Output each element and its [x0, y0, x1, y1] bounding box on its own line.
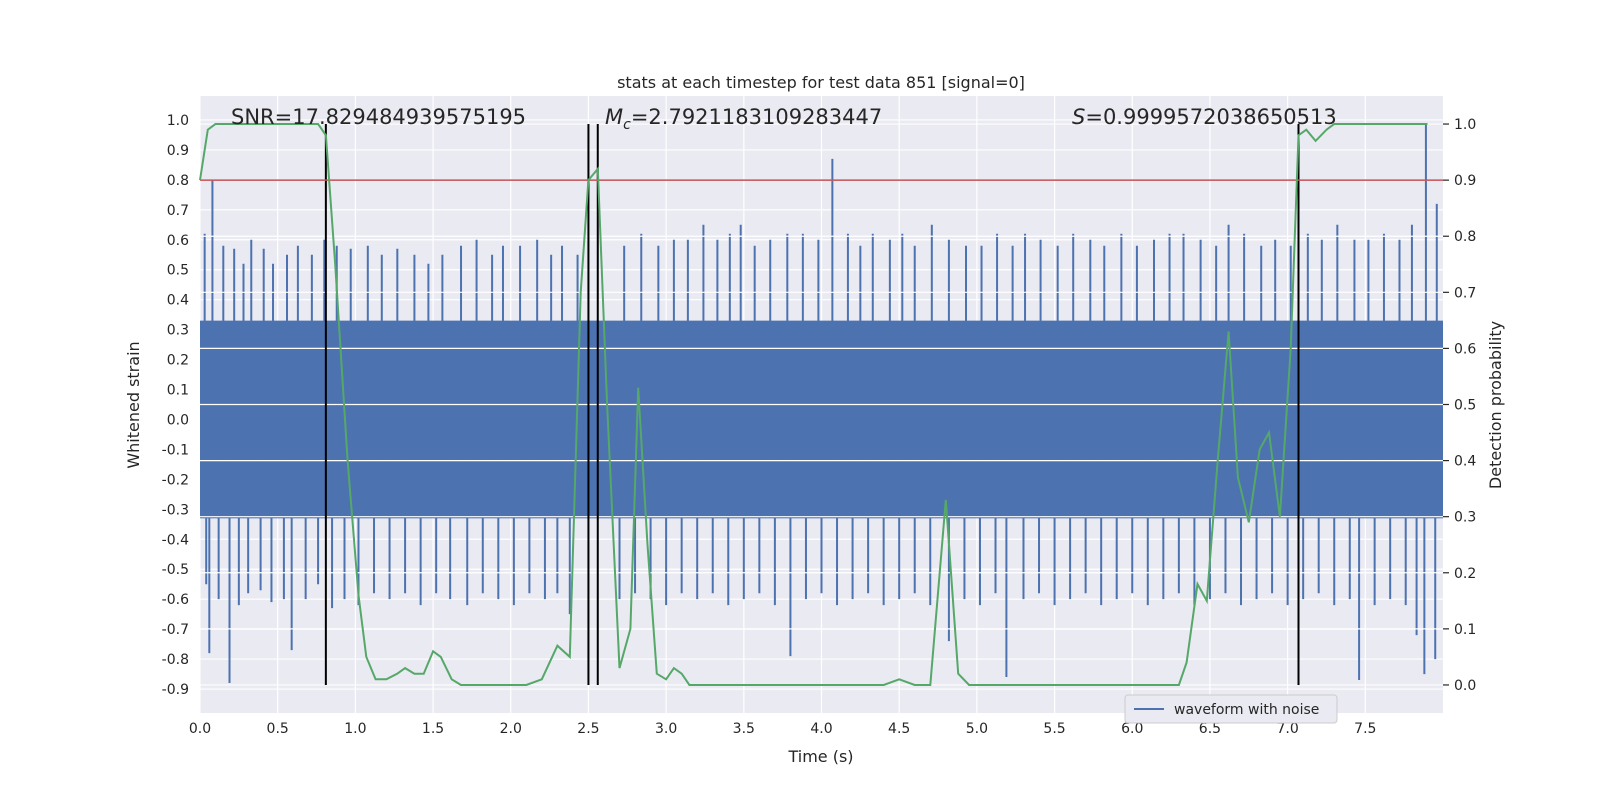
y-left-tick-label: 0.9: [167, 143, 189, 159]
y-right-tick-label: 0.3: [1454, 510, 1476, 526]
y-left-tick-label: 0.4: [167, 293, 189, 309]
legend-label: waveform with noise: [1174, 702, 1319, 718]
y-right-tick-label: 0.6: [1454, 341, 1476, 357]
x-tick-label: 2.5: [577, 721, 599, 737]
vertical-lines: [324, 124, 1300, 685]
y-left-tick-label: -0.6: [162, 592, 189, 608]
x-tick-label: 4.0: [810, 721, 832, 737]
y-left-tick-label: -0.4: [162, 532, 189, 548]
x-tick-label: 3.5: [733, 721, 755, 737]
x-tick-label: 1.0: [344, 721, 366, 737]
legend-box: [1124, 694, 1338, 724]
x-tick-label: 0.5: [267, 721, 289, 737]
y-left-tick-label: 0.6: [167, 233, 189, 249]
x-tick-label: 2.0: [500, 721, 522, 737]
y-right-axis-ticks: 1.0 0.9 0.8 0.7 0.6 0.5 0.4 0.3 0.2 0.1 0.0: [1443, 117, 1476, 694]
y-left-tick-label: 0.5: [167, 263, 189, 279]
y-right-tick-label: 0.2: [1454, 566, 1476, 582]
y-left-tick-label: -0.2: [162, 472, 189, 488]
y-right-tick-label: 0.1: [1454, 622, 1476, 638]
x-axis-label: Time (s): [787, 747, 853, 766]
y-left-tick-label: 0.2: [167, 353, 189, 369]
y-left-tick-label: -0.9: [162, 682, 189, 698]
x-tick-label: 5.0: [966, 721, 988, 737]
y-right-tick-label: 0.5: [1454, 398, 1476, 414]
chirp-mass-annotation: Mc=2.7921183109283447: [605, 105, 882, 133]
y-left-tick-label: -0.8: [162, 652, 189, 668]
x-tick-label: 4.5: [888, 721, 910, 737]
x-tick-label: 6.0: [1121, 721, 1143, 737]
detection-probability-line: [199, 123, 1428, 686]
score-value: =0.9999572038650513: [1085, 105, 1336, 129]
x-tick-label: 3.0: [655, 721, 677, 737]
y-right-tick-label: 0.0: [1454, 678, 1476, 694]
score-annotation: S=0.9999572038650513: [1072, 105, 1337, 129]
x-tick-label: 6.5: [1199, 721, 1221, 737]
y-right-tick-label: 0.8: [1454, 229, 1476, 245]
y-left-tick-label: -0.3: [162, 502, 189, 518]
y-right-tick-label: 0.4: [1454, 454, 1476, 470]
y-left-axis-ticks: 1.0 0.9 0.8 0.7 0.6 0.5 0.4 0.3 0.2 0.1 0.0 -0.1 -0.…: [162, 113, 189, 698]
y-left-tick-label: 0.3: [167, 323, 189, 339]
x-tick-label: 7.5: [1354, 721, 1376, 737]
x-tick-label: 5.5: [1043, 721, 1065, 737]
y-left-tick-label: 0.7: [167, 203, 189, 219]
legend: waveform with noise: [1124, 694, 1338, 724]
x-tick-label: 1.5: [422, 721, 444, 737]
score-symbol: S: [1072, 105, 1085, 129]
x-tick-label: 7.0: [1276, 721, 1298, 737]
y-left-axis-label: Whitened strain: [124, 341, 143, 468]
y-left-tick-label: 1.0: [167, 113, 189, 129]
y-right-tick-label: 0.9: [1454, 173, 1476, 189]
y-left-tick-label: 0.0: [167, 412, 189, 428]
chirp-mass-subscript: c: [623, 117, 631, 133]
x-tick-label: 0.0: [189, 721, 211, 737]
chart-title: stats at each timestep for test data 851…: [617, 73, 1025, 92]
chirp-mass-symbol: M: [605, 105, 623, 129]
y-right-tick-label: 0.7: [1454, 285, 1476, 301]
snr-annotation: SNR=17.829484939575195: [231, 105, 526, 129]
y-left-tick-label: 0.8: [167, 173, 189, 189]
y-left-tick-label: 0.1: [167, 383, 189, 399]
y-left-tick-label: -0.7: [162, 622, 189, 638]
y-right-tick-label: 1.0: [1454, 117, 1476, 133]
y-left-tick-label: -0.1: [162, 442, 189, 458]
y-left-tick-label: -0.5: [162, 562, 189, 578]
chirp-mass-value: =2.7921183109283447: [631, 105, 882, 129]
x-axis-ticks: 0.0 0.5 1.0 1.5 2.0 2.5 3.0 3.5 4.0 4.5 5.0 5.5 6.0 6…: [189, 721, 1377, 737]
y-right-axis-label: Detection probability: [1486, 321, 1505, 489]
